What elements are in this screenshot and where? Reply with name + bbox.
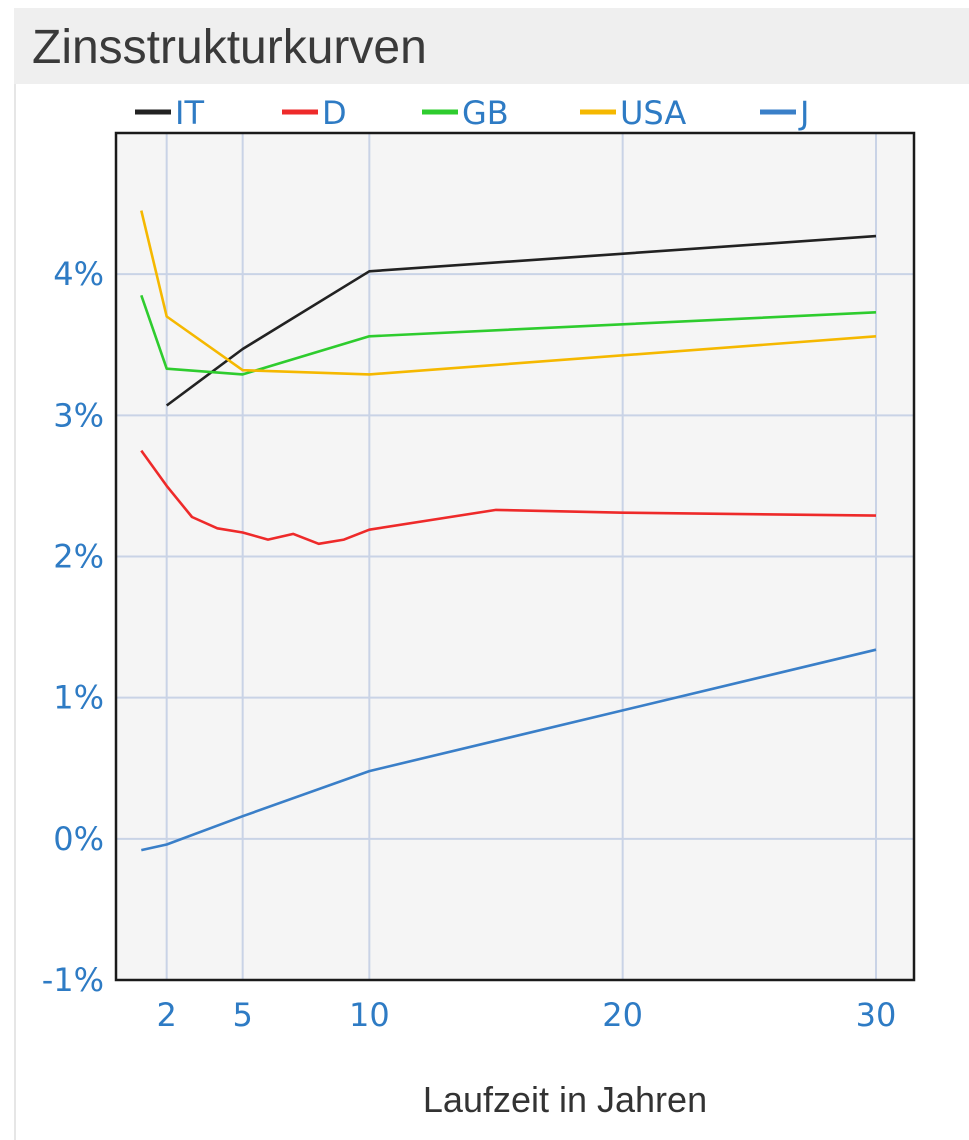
series-line-gb [140,294,877,376]
y-tick-label: 3% [53,396,104,434]
y-tick-label: 1% [53,679,104,717]
page-title: Zinsstrukturkurven [32,21,427,74]
x-axis-labels: 2 5 10 20 30 [156,996,896,1034]
x-tick-label: 10 [349,996,390,1034]
series-lines [140,210,877,852]
series-line-j [141,648,877,852]
widget-header: Zinsstrukturkurven [14,8,969,84]
legend-label-gb: GB [462,94,509,132]
series-line-it [165,234,877,407]
series-line-d [140,449,877,546]
series-line-usa [140,210,877,376]
plot-frame [114,131,916,982]
y-tick-label: 4% [53,255,104,293]
chart-legend: IT D GB USA J [135,94,809,132]
y-tick-label: 2% [53,538,104,576]
x-tick-label: 2 [156,996,176,1034]
y-axis-labels: -1% 0% 1% 2% 3% 4% [42,255,104,999]
y-tick-label: 0% [53,820,104,858]
x-tick-label: 5 [232,996,252,1034]
x-tick-label: 20 [602,996,643,1034]
x-axis-title: Laufzeit in Jahren [423,1079,707,1120]
y-tick-label: -1% [42,961,104,999]
x-tick-label: 30 [856,996,897,1034]
legend-label-d: D [322,94,347,132]
legend-label-usa: USA [620,94,686,132]
widget-border [14,84,16,1140]
legend-label-it: IT [175,94,204,132]
legend-label-j: J [798,94,809,132]
